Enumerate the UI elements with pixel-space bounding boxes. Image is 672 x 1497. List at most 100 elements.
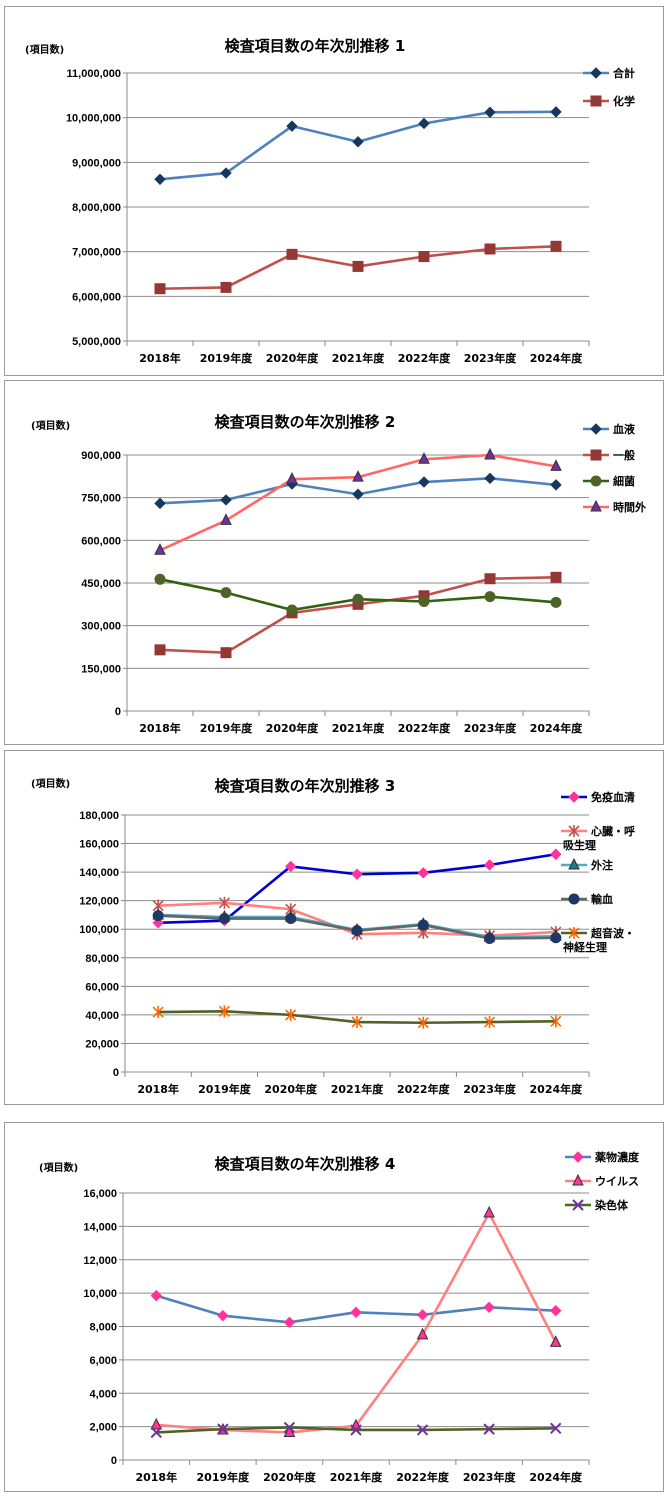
x-tick-label: 2021年度 <box>330 1470 384 1484</box>
legend-marker <box>590 95 602 107</box>
data-point <box>352 470 364 482</box>
data-point <box>351 868 363 880</box>
data-point <box>218 913 230 925</box>
data-point <box>351 925 363 937</box>
legend-marker <box>590 423 602 435</box>
series-- <box>152 1005 562 1029</box>
data-point <box>352 136 364 148</box>
data-point <box>286 604 298 616</box>
series-- <box>150 1205 562 1437</box>
y-tick-label: 10,000,000 <box>66 113 121 125</box>
data-point <box>217 1309 229 1322</box>
y-tick-label: 20,000 <box>85 1038 119 1050</box>
data-point <box>417 1016 429 1029</box>
x-tick-label: 2021年度 <box>331 1082 385 1096</box>
x-tick-label: 2023年度 <box>464 351 518 365</box>
legend-marker <box>568 791 580 803</box>
legend-item: 細菌 <box>583 474 635 488</box>
chart-panel-1: 検査項目数の年次別推移 1 (項目数) 5,000,000 6,000,000 7,00… <box>4 6 664 376</box>
legend-marker <box>590 449 602 461</box>
legend-item: 染色体 <box>565 1198 629 1212</box>
legend-item: 心臓・呼吸生理 <box>561 824 635 852</box>
x-tick-label: 2019年度 <box>198 1082 252 1096</box>
legend-item: 薬物濃度 <box>565 1150 640 1164</box>
y-tick-label: 750,000 <box>81 493 121 505</box>
data-point <box>350 1424 362 1436</box>
x-tick-label: 2019年度 <box>197 1470 251 1484</box>
y-tick-label: 2,000 <box>89 1422 117 1434</box>
x-tick-label: 2023年度 <box>463 1082 517 1096</box>
data-point <box>286 120 298 132</box>
data-point <box>416 1424 429 1436</box>
data-point <box>550 848 562 860</box>
legend-label: 化学 <box>613 94 635 108</box>
x-tick-label: 2018年 <box>139 351 181 365</box>
legend-label: 薬物濃度 <box>595 1150 640 1164</box>
data-point <box>150 1426 162 1439</box>
y-tick-label: 5,000,000 <box>72 336 121 348</box>
y-tick-label: 0 <box>111 1455 117 1467</box>
series-- <box>154 571 562 659</box>
x-tick-label: 2022年度 <box>397 1082 451 1096</box>
data-point <box>484 573 496 585</box>
y-tick-label: 6,000,000 <box>72 291 121 303</box>
data-point <box>283 1316 296 1329</box>
y-tick-label: 100,000 <box>79 924 119 936</box>
y-tick-label: 300,000 <box>81 621 121 633</box>
data-point <box>550 459 562 471</box>
legend-item: ウイルス <box>565 1173 639 1188</box>
legend-marker <box>590 499 602 512</box>
x-tick-label: 2023年度 <box>463 1470 517 1484</box>
series-- <box>150 1421 562 1439</box>
x-tick-label: 2022年度 <box>396 1470 450 1484</box>
data-point <box>483 1205 495 1218</box>
data-point <box>417 919 429 931</box>
x-tick-label: 2020年度 <box>266 351 320 365</box>
data-point <box>418 117 430 130</box>
chart-title: 検査項目数の年次別推移 4 <box>215 1155 396 1173</box>
legend-marker <box>572 1173 584 1186</box>
data-point <box>352 260 364 272</box>
chart-title: 検査項目数の年次別推移 2 <box>215 413 396 431</box>
data-point <box>220 167 232 179</box>
x-tick-label: 2024年度 <box>530 1082 584 1096</box>
y-tick-label: 60,000 <box>85 981 119 993</box>
x-tick-label: 2021年度 <box>332 721 386 735</box>
legend-label: 一般 <box>613 448 635 462</box>
legend-marker <box>572 1151 584 1163</box>
y-tick-label: 0 <box>115 706 121 718</box>
data-point <box>352 593 364 605</box>
y-tick-label: 4,000 <box>89 1388 117 1400</box>
x-tick-label: 2024年度 <box>530 721 584 735</box>
legend-label: 輸血 <box>591 892 613 906</box>
series-- <box>154 240 562 295</box>
data-point <box>218 896 230 909</box>
legend-label: 外注 <box>590 858 613 872</box>
data-point <box>220 494 232 506</box>
data-point <box>483 1423 495 1435</box>
x-tick-label: 2018年 <box>135 1470 177 1484</box>
x-tick-label: 2020年度 <box>263 1470 317 1484</box>
legend-item: 一般 <box>583 448 635 462</box>
data-point <box>352 488 364 500</box>
legend-label: ウイルス <box>595 1175 639 1188</box>
legend-item: 免疫血清 <box>561 790 635 804</box>
legend-item: 輸血 <box>561 892 613 906</box>
data-point <box>550 1304 562 1317</box>
legend-item: 合計 <box>583 66 635 80</box>
data-point <box>483 859 496 871</box>
legend-marker <box>568 857 580 870</box>
legend-item: 超音波・神経生理 <box>561 926 635 954</box>
data-point <box>285 913 297 925</box>
y-tick-label: 16,000 <box>83 1188 117 1200</box>
y-tick-label: 40,000 <box>85 1010 119 1022</box>
legend-label: 細菌 <box>613 474 635 488</box>
data-point <box>418 476 430 488</box>
y-tick-label: 11,000,000 <box>67 68 121 80</box>
data-point <box>550 932 562 944</box>
y-axis-label: (項目数) <box>39 1161 78 1174</box>
data-point <box>283 1425 296 1437</box>
y-tick-label: 12,000 <box>83 1255 117 1267</box>
legend-item: 血液 <box>583 422 636 436</box>
